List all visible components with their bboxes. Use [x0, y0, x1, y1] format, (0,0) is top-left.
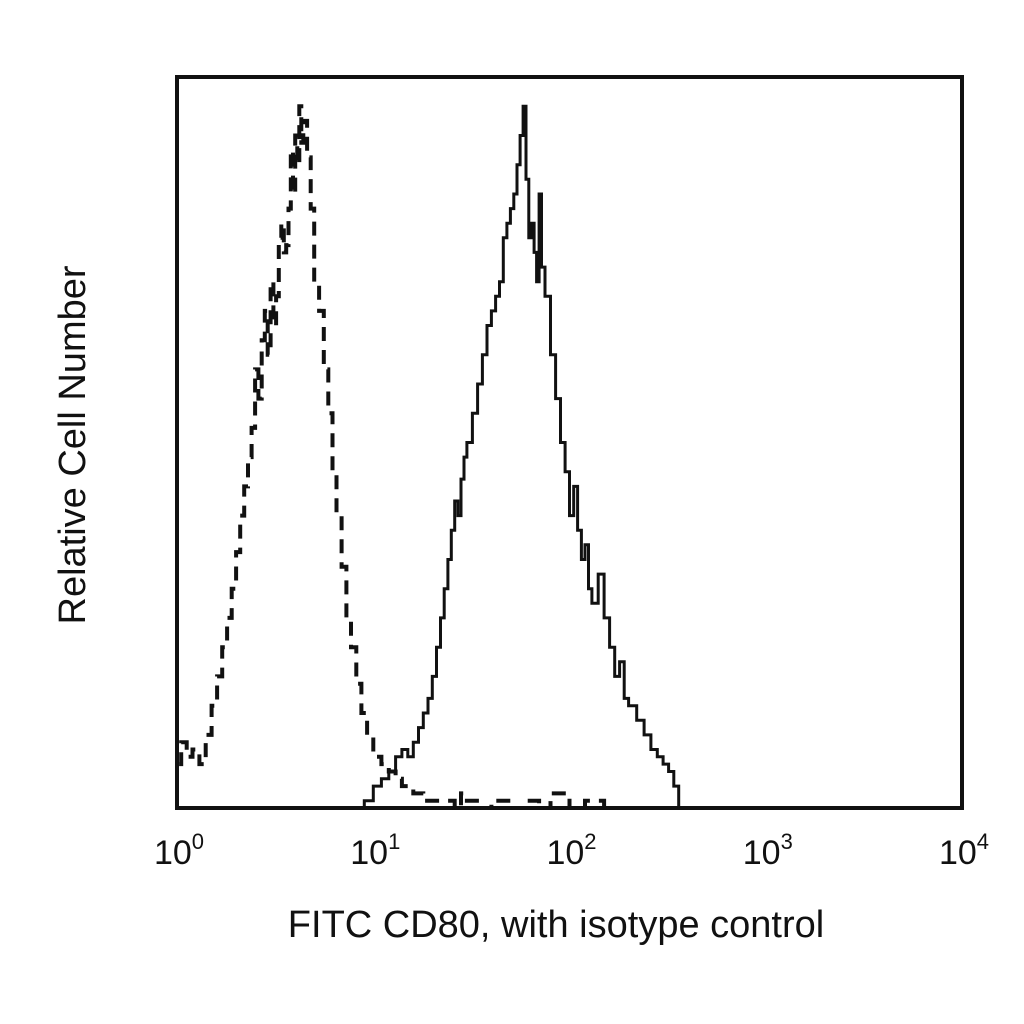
histogram-curves	[175, 104, 681, 810]
x-tick-label-4: 104	[939, 829, 989, 872]
x-tick-label-1: 101	[350, 829, 400, 872]
x-tick-label-3: 103	[743, 829, 793, 872]
plot-frame	[175, 75, 964, 810]
x-axis-label: FITC CD80, with isotype control	[288, 904, 824, 946]
x-tick-labels: 100 101 102 103 104	[154, 829, 989, 872]
y-axis-label: Relative Cell Number	[52, 265, 94, 624]
x-tick-label-0: 100	[154, 829, 204, 872]
isotype-control-curve	[175, 104, 607, 810]
x-tick-label-2: 102	[546, 829, 596, 872]
cd80-stained-curve	[362, 104, 681, 808]
